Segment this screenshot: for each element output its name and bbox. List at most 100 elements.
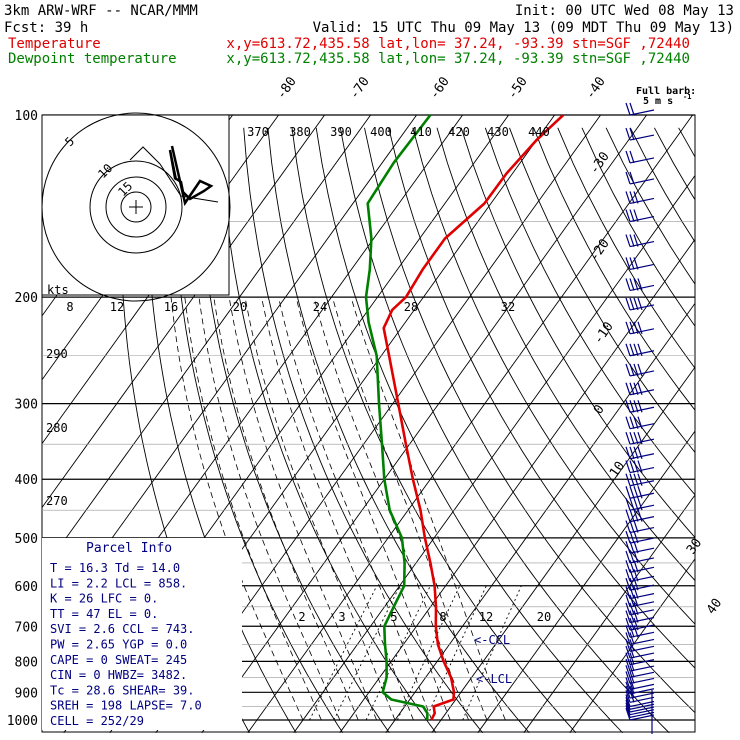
barb-flag xyxy=(629,209,635,222)
dry-adiabat xyxy=(412,127,695,625)
wind-barb xyxy=(625,602,655,616)
isotherm-label: 10 xyxy=(607,459,628,480)
barb-flag xyxy=(629,431,635,445)
barb-flag xyxy=(625,540,631,554)
barb-flag xyxy=(629,617,635,631)
wind-barb xyxy=(625,652,655,666)
moist-adiabat xyxy=(170,297,304,721)
barb-flag xyxy=(629,569,635,582)
barb-flag xyxy=(625,617,631,631)
barb-flag xyxy=(625,671,631,684)
pressure-label: 1000 xyxy=(7,714,38,729)
wind-barb xyxy=(625,234,655,248)
dry-adiabat xyxy=(460,127,695,539)
wind-barb xyxy=(625,632,655,645)
theta-label: 370 xyxy=(247,125,269,139)
barb-flag xyxy=(629,690,635,703)
wind-barb xyxy=(625,257,655,271)
barb-flag xyxy=(633,509,639,522)
pressure-label: 500 xyxy=(15,532,38,547)
pressure-label: 900 xyxy=(15,686,38,701)
theta-label-left: 280 xyxy=(46,421,68,435)
barb-flag xyxy=(625,102,631,116)
barb-flag xyxy=(637,498,643,511)
barb-flag xyxy=(633,473,639,486)
barb-flag xyxy=(633,431,639,445)
moist-adiabat xyxy=(184,297,322,721)
temperature-location: x,y=613.72,435.58 lat,lon= 37.24, -93.39… xyxy=(226,36,690,52)
barb-shaft xyxy=(629,700,655,708)
wind-barb xyxy=(625,699,655,713)
barb-flag xyxy=(629,632,635,645)
barb-shaft xyxy=(629,709,655,716)
barb-flag xyxy=(629,416,635,429)
wind-barb xyxy=(625,446,655,460)
barb-flag xyxy=(637,446,643,459)
isotherm-label: 40 xyxy=(704,596,725,617)
barb-flag xyxy=(629,150,635,164)
barb-flag xyxy=(629,257,635,270)
barb-flag xyxy=(637,400,643,413)
mixing-ratio-line xyxy=(365,585,431,721)
barb-flag xyxy=(629,473,635,486)
barb-flag xyxy=(633,400,639,413)
barb-legend-value: 5 m s xyxy=(643,96,673,107)
theta-label-left: 290 xyxy=(46,347,68,361)
wind-barb xyxy=(625,586,655,600)
barb-flag xyxy=(629,460,635,473)
wind-barb xyxy=(625,702,655,716)
mixing-ratio-line xyxy=(425,585,487,721)
wind-barb xyxy=(625,460,655,474)
barb-flag xyxy=(629,343,635,356)
barb-flag xyxy=(633,520,639,533)
barb-flag xyxy=(625,690,631,703)
pressure-label: 100 xyxy=(15,109,38,124)
barb-flag xyxy=(633,416,639,429)
barb-flag xyxy=(625,460,631,473)
dry-adiabat xyxy=(339,127,670,734)
barb-flag xyxy=(629,530,635,544)
parcel-info-row: LI = 2.2 LCL = 858. xyxy=(50,576,187,590)
isotherm-label: -50 xyxy=(505,74,531,102)
barb-flag xyxy=(629,102,635,116)
dry-adiabat xyxy=(509,127,695,454)
mixing-ratio-line xyxy=(462,585,522,721)
wind-barb xyxy=(625,150,655,164)
mixing-ratio-label: 2 xyxy=(298,610,305,624)
mixing-ratio-label: 12 xyxy=(479,610,493,624)
hodograph-ring xyxy=(41,112,231,302)
wind-barb xyxy=(625,431,655,445)
barb-flag xyxy=(633,257,639,270)
barb-flag xyxy=(629,665,635,678)
barb-flag xyxy=(637,382,643,395)
dry-adiabat xyxy=(315,127,623,734)
pressure-label: 200 xyxy=(15,291,38,306)
wind-barb xyxy=(625,382,655,396)
barb-flag xyxy=(625,209,631,222)
pressure-label: 600 xyxy=(15,580,38,595)
wind-barb xyxy=(625,486,655,499)
mixing-ratio-label: 5 xyxy=(390,610,397,624)
init-time: Init: 00 UTC Wed 08 May 13 xyxy=(515,3,734,19)
wind-barb xyxy=(625,639,655,652)
hodograph-speed-label: 8 xyxy=(66,300,73,314)
barb-flag xyxy=(625,645,631,659)
barb-flag xyxy=(629,191,635,204)
barb-flag xyxy=(637,473,643,486)
barb-flag xyxy=(629,446,635,459)
wind-barb xyxy=(625,569,655,582)
barb-flag xyxy=(629,363,635,377)
barb-flag xyxy=(625,632,631,645)
dry-adiabat xyxy=(291,127,577,734)
barb-flag xyxy=(625,702,631,715)
barb-flag xyxy=(629,171,635,185)
pressure-label: 800 xyxy=(15,655,38,670)
isotherm-label: -30 xyxy=(587,149,613,177)
wind-barb xyxy=(625,705,655,718)
isotherm-label: -10 xyxy=(591,319,617,347)
barb-flag xyxy=(629,509,635,522)
barb-flag xyxy=(625,550,631,564)
dry-adiabat xyxy=(533,127,695,411)
barb-legend-exponent: -1 xyxy=(683,93,691,101)
barb-flag xyxy=(629,486,635,499)
